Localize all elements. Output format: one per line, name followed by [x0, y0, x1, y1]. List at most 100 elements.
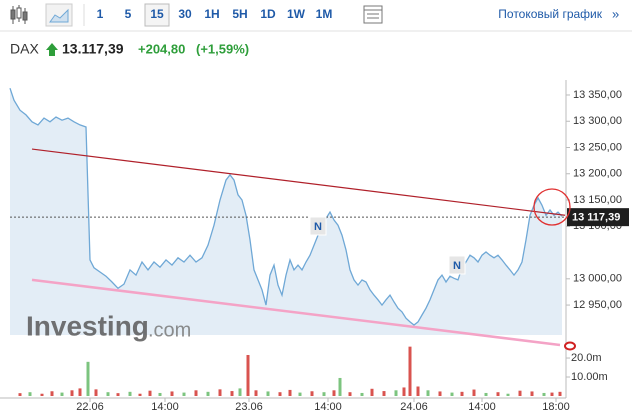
volume-bar — [460, 391, 464, 396]
volume-bar — [558, 391, 562, 396]
y-tick-label: 13 350,00 — [573, 89, 622, 101]
volume-bar — [550, 392, 554, 396]
volume-bar — [450, 392, 454, 396]
y-tick-label: 13 300,00 — [573, 115, 622, 127]
price-area — [10, 88, 562, 335]
interval-button[interactable]: 1 — [97, 7, 104, 21]
volume-bar — [278, 392, 282, 396]
volume-bar — [238, 388, 242, 396]
more-link[interactable]: » — [612, 6, 619, 21]
candle-icon[interactable] — [10, 5, 28, 24]
volume-bar — [86, 361, 90, 396]
highlight-circle — [533, 188, 571, 226]
volume-bar — [148, 390, 152, 396]
volume-bar — [348, 392, 352, 396]
volume-bar — [542, 392, 546, 396]
volume-bar — [298, 392, 302, 396]
volume-bar — [254, 390, 258, 396]
volume-bar — [310, 391, 314, 396]
news-marker[interactable] — [448, 255, 466, 275]
volume-bar — [288, 389, 292, 396]
y-tick-label: 13 250,00 — [573, 141, 622, 153]
last-price-box — [567, 208, 629, 227]
change-pct: (+1,59%) — [196, 41, 249, 56]
interval-button[interactable]: 5 — [125, 7, 132, 21]
interval-button[interactable]: 1M — [316, 7, 333, 21]
symbol: DAX — [10, 41, 39, 57]
stream-link[interactable]: Потоковый график — [498, 7, 602, 21]
volume-bar — [408, 346, 412, 396]
volume-bar — [338, 377, 342, 396]
volume-bar — [416, 386, 420, 396]
x-tick-label: 24.06 — [400, 401, 428, 413]
y-tick-label: 13 200,00 — [573, 168, 622, 180]
x-tick-label: 18:00 — [542, 401, 570, 413]
last-price: 13.117,39 — [62, 41, 124, 57]
volume-bar — [266, 391, 270, 396]
news-marker[interactable] — [309, 216, 327, 236]
up-arrow — [46, 43, 58, 56]
trendline — [31, 148, 566, 216]
volume-bar — [402, 387, 406, 396]
x-tick-label: 14:00 — [468, 401, 496, 413]
volume-bar — [332, 390, 336, 396]
interval-button[interactable]: 15 — [150, 7, 164, 21]
trendline — [31, 278, 561, 347]
volume-bar — [60, 392, 64, 396]
watermark-brand: Investing — [26, 310, 149, 341]
volume-tick-label: 10.00m — [571, 371, 608, 383]
volume-bar — [194, 390, 198, 396]
table-icon[interactable] — [363, 5, 383, 24]
volume-bar — [70, 390, 74, 396]
y-tick-label: 13 000,00 — [573, 273, 622, 285]
volume-bar — [530, 391, 534, 396]
volume-bar — [506, 393, 510, 396]
interval-button[interactable]: 1D — [260, 7, 276, 21]
interval-button[interactable]: 5H — [232, 7, 247, 21]
volume-bar — [40, 393, 44, 396]
x-tick-label: 14:00 — [314, 401, 342, 413]
volume-bar — [438, 391, 442, 396]
volume-bar — [394, 390, 398, 396]
volume-bar — [472, 389, 476, 396]
volume-bar — [94, 389, 98, 396]
volume-bar — [138, 393, 142, 396]
last-price-label: 13 117,39 — [572, 212, 620, 224]
x-tick-label: 22.06 — [76, 401, 104, 413]
volume-bar — [322, 392, 326, 396]
volume-bar — [484, 392, 488, 396]
volume-bar — [158, 392, 162, 396]
volume-bar — [116, 393, 120, 396]
volume-bar — [106, 392, 110, 396]
volume-bar — [78, 388, 82, 396]
volume-bar — [230, 391, 234, 396]
volume-bar — [426, 390, 430, 396]
interval-selected — [144, 3, 170, 27]
volume-bar — [18, 393, 22, 396]
news-marker-label: N — [453, 260, 461, 272]
interval-button[interactable]: 30 — [178, 7, 192, 21]
y-tick-label: 12 950,00 — [573, 299, 622, 311]
area-icon[interactable] — [45, 3, 73, 27]
volume-bar — [170, 391, 174, 396]
line-handle[interactable] — [564, 341, 576, 351]
interval-button[interactable]: 1W — [287, 7, 306, 21]
change: +204,80 — [138, 41, 185, 56]
volume-bar — [496, 392, 500, 396]
x-tick-label: 14:00 — [151, 401, 179, 413]
volume-bar — [382, 391, 386, 396]
volume-bar — [50, 391, 54, 396]
volume-bar — [370, 388, 374, 396]
volume-bar — [182, 392, 186, 396]
interval-button[interactable]: 1H — [204, 7, 219, 21]
news-marker-label: N — [314, 221, 322, 233]
y-tick-label: 13 150,00 — [573, 194, 622, 206]
volume-bar — [246, 354, 250, 396]
volume-bar — [28, 392, 32, 396]
volume-bar — [518, 390, 522, 396]
x-tick-label: 23.06 — [235, 401, 263, 413]
watermark-suffix: .com — [148, 319, 191, 341]
volume-tick-label: 20.0m — [571, 352, 602, 364]
